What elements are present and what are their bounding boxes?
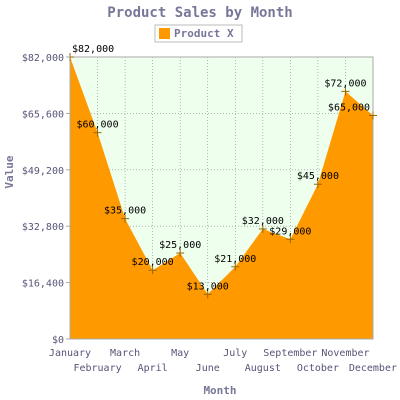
data-label: $65,000 xyxy=(328,102,370,113)
data-label: $45,000 xyxy=(297,171,339,182)
data-label: $72,000 xyxy=(324,78,366,89)
y-tick-label: $32,800 xyxy=(22,222,64,233)
plot-border xyxy=(69,56,374,340)
x-tick-label: August xyxy=(245,363,281,374)
x-tick-label: October xyxy=(297,363,339,374)
x-tick-label: February xyxy=(73,363,121,374)
x-tick-label: May xyxy=(171,348,189,359)
data-label: $21,000 xyxy=(214,254,256,265)
legend-swatch xyxy=(159,28,170,39)
data-label: $82,000 xyxy=(72,44,114,55)
x-tick-label: March xyxy=(110,348,140,359)
y-axis-title: Value xyxy=(3,155,16,188)
data-label: $13,000 xyxy=(187,281,229,292)
area-series-product-x xyxy=(70,57,373,339)
chart-title: Product Sales by Month xyxy=(107,5,292,21)
x-tick-label: April xyxy=(138,363,168,374)
data-label: $25,000 xyxy=(159,240,201,251)
data-label: $29,000 xyxy=(269,226,311,237)
data-label: $60,000 xyxy=(76,120,118,131)
legend-label: Product X xyxy=(174,27,234,40)
y-tick-label: $49,200 xyxy=(22,166,64,177)
y-tick-label: $65,600 xyxy=(22,109,64,120)
x-tick-label: September xyxy=(263,348,317,359)
y-tick-label: $0 xyxy=(52,335,64,346)
x-tick-label: January xyxy=(49,348,91,359)
plot-area: $82,000 $60,000 $35,000 $20,000 $25,000 $13,0… xyxy=(22,44,397,374)
x-tick-label: June xyxy=(196,363,220,374)
y-tick-label: $16,400 xyxy=(22,279,64,290)
x-tick-label: July xyxy=(223,348,247,359)
legend: Product X xyxy=(154,24,243,43)
data-label: $35,000 xyxy=(104,206,146,217)
data-label: $20,000 xyxy=(132,257,174,268)
data-label: $32,000 xyxy=(242,216,284,227)
y-tick-label: $82,000 xyxy=(22,53,64,64)
x-axis-title: Month xyxy=(203,384,236,397)
x-tick-label: December xyxy=(349,363,397,374)
x-tick-label: November xyxy=(321,348,369,359)
